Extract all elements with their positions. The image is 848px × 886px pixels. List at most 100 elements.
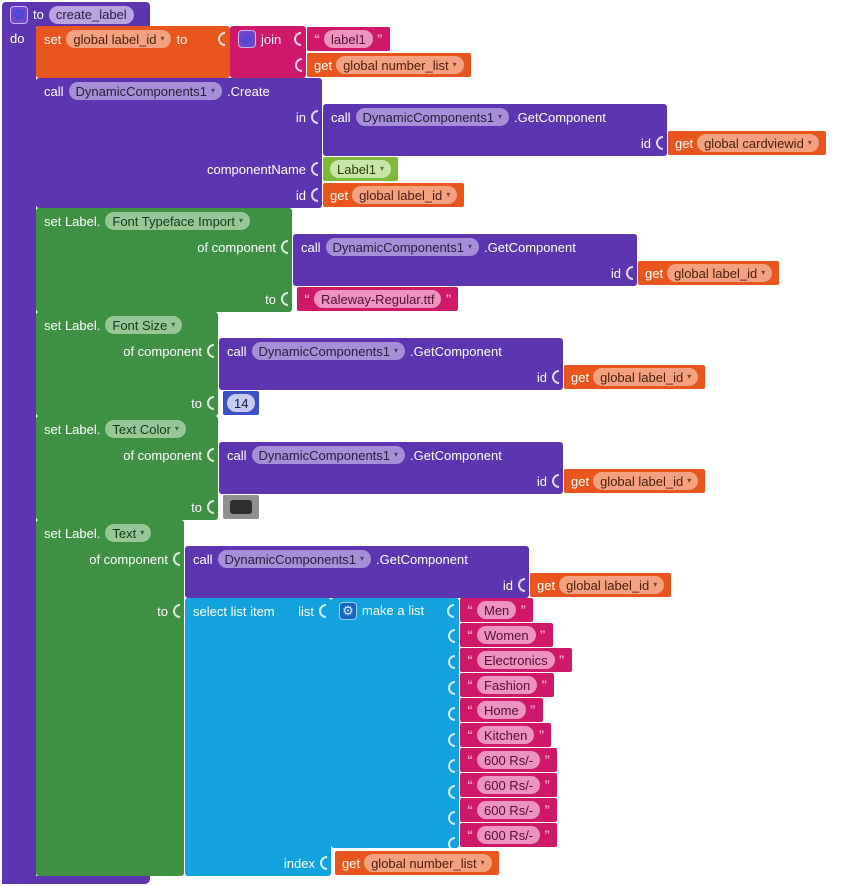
block-get-global-number-list[interactable]: get global number_list ▾ bbox=[307, 53, 471, 77]
variable-dropdown-label-id[interactable]: global label_id ▾ bbox=[593, 472, 699, 490]
variable-dropdown-label-id[interactable]: global label_id ▾ bbox=[593, 368, 699, 386]
block-text-label1[interactable]: “ label1 ” bbox=[307, 27, 390, 51]
dropdown-arrow-icon: ▾ bbox=[394, 346, 399, 355]
set-keyword: set bbox=[44, 31, 62, 47]
param-in: in bbox=[295, 109, 306, 125]
open-quote-icon: “ bbox=[467, 603, 473, 617]
mutator-gear-icon[interactable]: ⚙ bbox=[238, 30, 256, 48]
block-text-item[interactable]: “ Kitchen ” bbox=[460, 723, 552, 747]
component-dropdown[interactable]: DynamicComponents1 ▾ bbox=[251, 446, 406, 464]
procedure-bottom-bar[interactable] bbox=[2, 876, 150, 884]
param-id: id bbox=[295, 187, 306, 203]
dropdown-arrow-icon: ▾ bbox=[761, 268, 766, 277]
block-get-global-label-id-5[interactable]: get global label_id ▾ bbox=[530, 573, 672, 597]
block-text-item[interactable]: “ Women ” bbox=[460, 623, 553, 647]
block-get-global-number-list-index[interactable]: get global number_list ▾ bbox=[335, 851, 499, 875]
block-get-global-cardviewid[interactable]: get global cardviewid ▾ bbox=[668, 131, 826, 155]
text-field[interactable]: 600 Rs/- bbox=[477, 801, 541, 819]
dropdown-arrow-icon: ▾ bbox=[687, 372, 692, 381]
block-text-item[interactable]: “ 600 Rs/- ” bbox=[460, 823, 558, 847]
text-field[interactable]: 600 Rs/- bbox=[477, 826, 541, 844]
get-keyword: get bbox=[571, 473, 590, 489]
param-of-component: of component bbox=[197, 239, 276, 255]
set-property-prefix: set Label. bbox=[44, 421, 101, 437]
value-socket bbox=[448, 785, 455, 799]
property-dropdown[interactable]: Font Typeface Import ▾ bbox=[105, 212, 250, 230]
variable-dropdown-number-list[interactable]: global number_list ▾ bbox=[336, 56, 464, 74]
block-text-item[interactable]: “ Home ” bbox=[460, 698, 543, 722]
component-selector-dropdown[interactable]: Label1 ▾ bbox=[330, 160, 392, 178]
color-swatch[interactable] bbox=[230, 500, 252, 514]
procedure-left-spine[interactable] bbox=[2, 26, 36, 884]
to-keyword: to bbox=[176, 31, 188, 47]
block-text-raleway[interactable]: “ Raleway-Regular.ttf ” bbox=[297, 287, 459, 311]
procedure-name-field[interactable]: create_label bbox=[48, 5, 134, 24]
open-quote-icon: “ bbox=[304, 292, 310, 306]
mutator-gear-icon[interactable]: ⚙ bbox=[10, 5, 28, 24]
block-text-item[interactable]: “ Men ” bbox=[460, 598, 534, 622]
value-socket bbox=[281, 240, 288, 254]
text-field[interactable]: Electronics bbox=[477, 651, 555, 669]
get-keyword: get bbox=[675, 135, 694, 151]
text-field[interactable]: label1 bbox=[324, 30, 373, 48]
set-property-prefix: set Label. bbox=[44, 317, 101, 333]
variable-dropdown-label-id[interactable]: global label_id ▾ bbox=[559, 576, 665, 594]
block-text-item[interactable]: “ Fashion ” bbox=[460, 673, 555, 697]
component-dropdown[interactable]: DynamicComponents1 ▾ bbox=[217, 550, 372, 568]
block-get-global-label-id-2[interactable]: get global label_id ▾ bbox=[638, 261, 780, 285]
block-text-item[interactable]: “ 600 Rs/- ” bbox=[460, 773, 558, 797]
variable-dropdown-label-id[interactable]: global label_id ▾ bbox=[66, 30, 172, 48]
variable-dropdown-number-list[interactable]: global number_list ▾ bbox=[364, 854, 492, 872]
value-socket bbox=[294, 32, 301, 46]
value-socket bbox=[552, 370, 559, 384]
component-dropdown[interactable]: DynamicComponents1 ▾ bbox=[68, 82, 223, 100]
block-get-global-label-id-3[interactable]: get global label_id ▾ bbox=[564, 365, 706, 389]
property-dropdown[interactable]: Font Size ▾ bbox=[105, 316, 183, 334]
component-dropdown[interactable]: DynamicComponents1 ▾ bbox=[355, 108, 510, 126]
open-quote-icon: “ bbox=[467, 728, 473, 742]
property-dropdown[interactable]: Text Color ▾ bbox=[105, 420, 186, 438]
text-field[interactable]: Fashion bbox=[477, 676, 538, 694]
text-field[interactable]: Kitchen bbox=[477, 726, 535, 744]
close-quote-icon: ” bbox=[544, 828, 551, 842]
text-field[interactable]: Home bbox=[477, 701, 526, 719]
close-quote-icon: ” bbox=[539, 628, 546, 642]
value-socket bbox=[207, 344, 214, 358]
dropdown-arrow-icon: ▾ bbox=[480, 858, 485, 867]
number-field[interactable]: 14 bbox=[227, 394, 256, 412]
open-quote-icon: “ bbox=[467, 828, 473, 842]
value-socket bbox=[173, 552, 180, 566]
block-component-label1[interactable]: Label1 ▾ bbox=[323, 157, 399, 181]
variable-dropdown-cardviewid[interactable]: global cardviewid ▾ bbox=[697, 134, 819, 152]
text-field[interactable]: 600 Rs/- bbox=[477, 751, 541, 769]
method-name: .GetComponent bbox=[484, 239, 576, 255]
open-quote-icon: “ bbox=[314, 32, 320, 46]
param-to: to bbox=[191, 499, 202, 515]
text-field[interactable]: Men bbox=[477, 601, 517, 619]
component-dropdown[interactable]: DynamicComponents1 ▾ bbox=[325, 238, 480, 256]
text-field[interactable]: 600 Rs/- bbox=[477, 776, 541, 794]
param-index: index bbox=[283, 855, 315, 871]
block-get-global-label-id-4[interactable]: get global label_id ▾ bbox=[564, 469, 706, 493]
text-field[interactable]: Raleway-Regular.ttf bbox=[314, 290, 442, 308]
block-get-global-label-id-1[interactable]: get global label_id ▾ bbox=[323, 183, 465, 207]
variable-dropdown-label-id[interactable]: global label_id ▾ bbox=[352, 186, 458, 204]
open-quote-icon: “ bbox=[467, 778, 473, 792]
block-text-item[interactable]: “ 600 Rs/- ” bbox=[460, 798, 558, 822]
property-dropdown[interactable]: Text ▾ bbox=[105, 524, 152, 542]
mutator-gear-icon[interactable]: ⚙ bbox=[339, 601, 357, 620]
block-number-14[interactable]: 14 bbox=[223, 391, 260, 415]
close-quote-icon: ” bbox=[544, 753, 551, 767]
block-text-item[interactable]: “ 600 Rs/- ” bbox=[460, 748, 558, 772]
text-field[interactable]: Women bbox=[477, 626, 536, 644]
component-dropdown[interactable]: DynamicComponents1 ▾ bbox=[251, 342, 406, 360]
open-quote-icon: “ bbox=[467, 653, 473, 667]
block-color-black[interactable] bbox=[223, 495, 259, 519]
get-keyword: get bbox=[342, 855, 361, 871]
block-text-item[interactable]: “ Electronics ” bbox=[460, 648, 572, 672]
method-name: .GetComponent bbox=[514, 109, 606, 125]
dropdown-arrow-icon: ▾ bbox=[446, 190, 451, 199]
param-componentName: componentName bbox=[207, 161, 306, 177]
variable-dropdown-label-id[interactable]: global label_id ▾ bbox=[667, 264, 773, 282]
dropdown-arrow-icon: ▾ bbox=[211, 86, 216, 95]
